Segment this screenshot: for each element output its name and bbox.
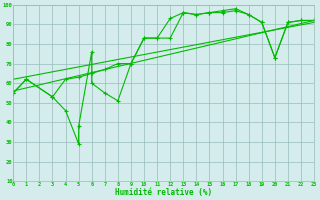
X-axis label: Humidité relative (%): Humidité relative (%) [115, 188, 212, 197]
